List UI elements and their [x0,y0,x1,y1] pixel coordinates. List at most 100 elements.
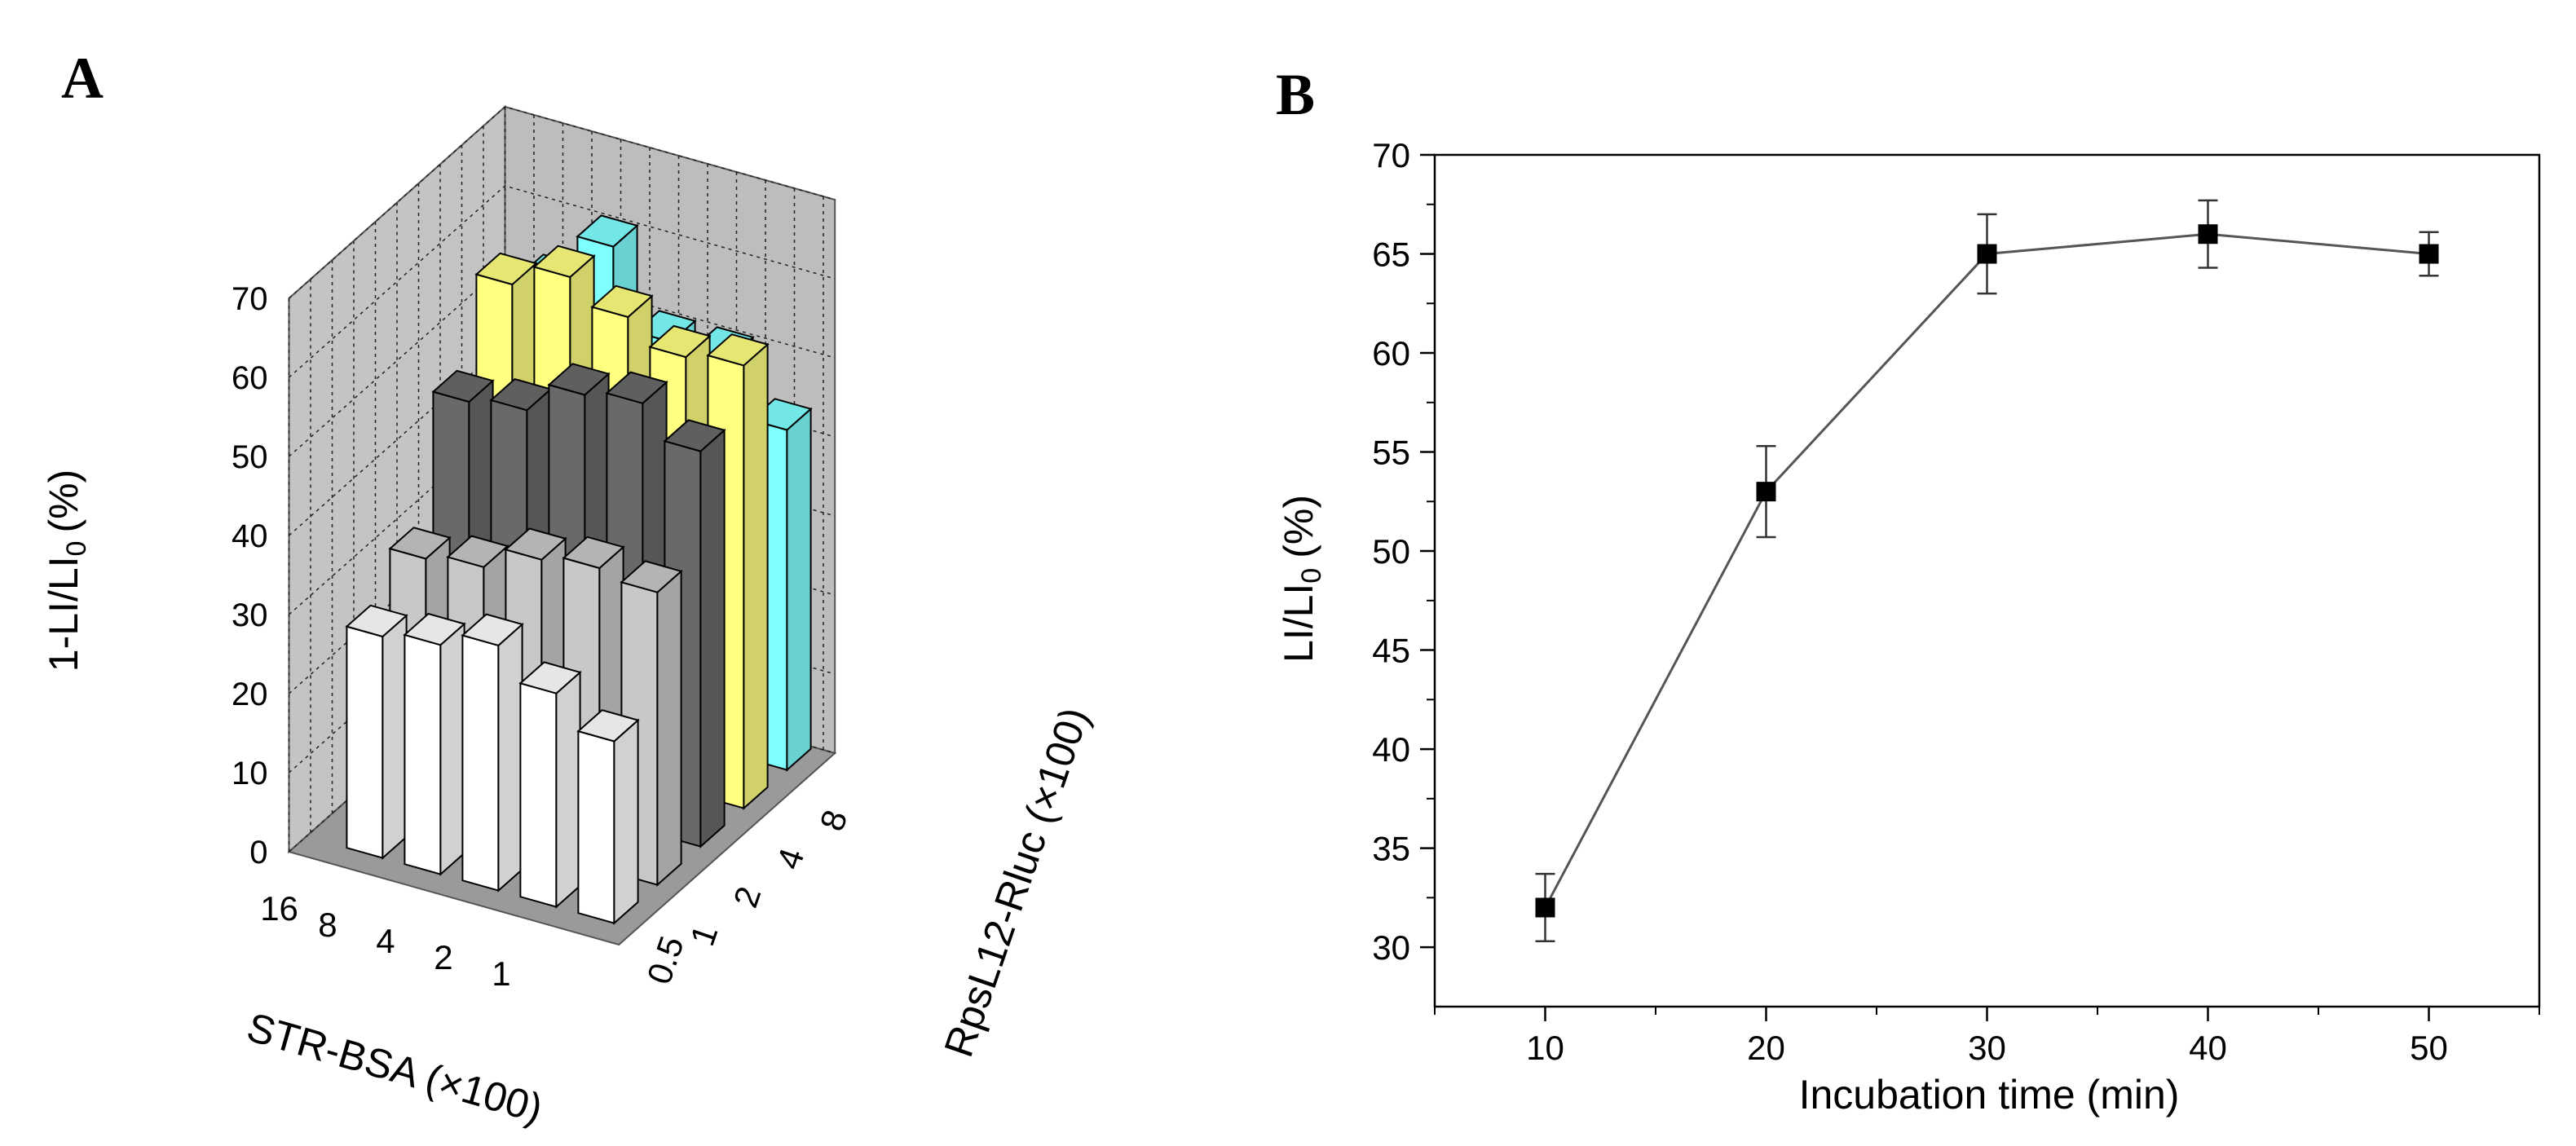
chart-b-y-axis-title-main: LI/LI [1276,584,1321,663]
chart-b-y-axis-title: LI/LI0 (%) [1276,495,1327,663]
chart-a-bar-top [605,371,668,404]
chart-a-bar [403,612,466,876]
chart-b-series-line [1544,232,2429,909]
chart-a-rpsl12-tick: 4 [769,844,811,874]
chart-b-y-tick-label: 45 [1372,632,1410,670]
chart-a-bar-side [613,718,639,925]
chart-a-str-bsa-tick: 1 [492,954,510,993]
chart-b-y-tick-label: 40 [1372,730,1410,769]
chart-b-x-axis-title: Incubation time (min) [1799,1072,2180,1117]
chart-a-bar-side [786,407,812,772]
panel-b-chart: B 30 35 40 45 50 55 60 65 70 10 20 30 40 50 Incubati… [1276,62,2541,1117]
chart-a-bar-top [345,604,408,638]
chart-b-y-tick-label: 55 [1372,434,1410,472]
chart-a-bar-side [555,670,581,909]
chart-a-z-tick-label: 60 [232,360,268,396]
chart-b-y-axis-title-unit: (%) [1276,495,1321,558]
chart-a-str-bsa-tick: 16 [260,889,298,928]
chart-a-z-ticks: 0 10 20 30 40 50 60 70 [232,281,268,871]
chart-a-bars [345,214,813,925]
chart-a-bar [345,604,408,860]
chart-a-z-axis-title-sub: 0 [61,541,92,557]
chart-a-bar-top [576,709,640,743]
chart-a-bar-top [461,613,524,647]
chart-a-bar-side [439,622,465,876]
chart-a-z-axis-title-main: 1-LI/LI [41,556,86,672]
chart-a-bar-top [706,333,770,367]
chart-a-bar-face [577,729,615,924]
chart-a-str-bsa-tick: 8 [318,906,337,944]
chart-a-y-axis-title: RpsL12-Rluc (×100) [935,702,1097,1063]
chart-a-bar-side [743,342,769,810]
chart-a-bar-top [648,324,712,359]
chart-a-bar-top [518,661,582,694]
chart-b-x-tick-label: 50 [2410,1029,2448,1067]
chart-a-bar-top [504,527,567,561]
chart-b-x-tick-label: 10 [1526,1029,1564,1067]
chart-a-bar-top [576,214,639,248]
chart-a-bar [576,709,640,925]
chart-b-y-ticks: 30 35 40 45 50 55 60 65 70 [1372,136,1435,967]
chart-a-bar-top [431,369,495,403]
chart-a-z-tick-label: 20 [232,677,268,712]
chart-b-y-tick-label: 60 [1372,334,1410,372]
chart-a-bar-side [382,613,408,860]
chart-a-bar-top [474,252,538,286]
chart-b-x-tick-label: 20 [1747,1029,1785,1067]
chart-b-point [2419,244,2439,264]
chart-b-y-tick-label: 30 [1372,928,1410,967]
chart-b-point [1756,482,1776,502]
chart-b-x-ticks: 10 20 30 40 50 [1434,1007,2540,1067]
chart-b-point [1977,244,1997,264]
chart-a-x-axis-title: STR-BSA (×100) [242,1004,548,1132]
chart-a-z-tick-label: 10 [232,756,268,791]
chart-a-bar-face [404,633,442,875]
chart-a-str-bsa-tick: 2 [434,938,452,976]
chart-b-y-tick-label: 65 [1372,236,1410,274]
chart-b-y-tick-label: 35 [1372,830,1410,868]
chart-a-z-tick-label: 40 [232,518,268,554]
chart-a-z-axis-title-unit: (%) [41,469,86,533]
chart-a-z-tick-label: 50 [232,439,268,475]
chart-b-x-tick-label: 30 [1968,1029,2006,1067]
chart-a-z-tick-label: 30 [232,597,268,633]
chart-b-point [2198,224,2218,245]
chart-a-bar [518,661,582,909]
panel-a-label: A [61,46,104,111]
chart-b-error-bars [1535,199,2439,943]
chart-a-z-tick-label: 70 [232,281,268,317]
chart-a-rpsl12-tick: 0.5 [639,932,690,990]
chart-a-bar-top [388,527,452,560]
chart-a-bar-face [346,625,384,859]
chart-a-bar-top [446,535,509,568]
panel-b-label: B [1276,62,1315,127]
chart-a-bar-top [547,363,611,396]
chart-a-bar [461,613,524,893]
chart-a-bar-top [532,245,596,279]
chart-a-gridline [289,185,836,378]
chart-b-x-tick-label: 40 [2189,1029,2227,1067]
chart-a-bar-side [497,622,523,893]
chart-b-y-axis-title-sub: 0 [1296,568,1327,584]
chart-a-bar-face [519,681,558,908]
chart-b-points [1535,224,2439,918]
chart-a-str-bsa-ticks: 16 8 4 2 1 [260,889,510,993]
chart-a-bar-side [699,428,726,848]
chart-a-rpsl12-tick: 2 [726,882,768,912]
chart-a-bar-side [656,569,682,887]
chart-a-z-tick-label: 0 [249,835,267,871]
chart-a-bar-top [620,560,683,593]
chart-a-bar-top [590,284,654,319]
chart-a-z-axis-title: 1-LI/LI0 (%) [41,469,92,672]
chart-a-str-bsa-tick: 4 [376,922,395,960]
chart-a-bar-top [403,612,466,646]
chart-b-y-tick-label: 50 [1372,532,1410,571]
chart-a-rpsl12-tick: 8 [812,805,854,835]
chart-b-y-tick-label: 70 [1372,136,1410,174]
chart-b-point [1535,897,1555,918]
chart-a-bar-face [461,634,500,892]
chart-a-bar-top [562,536,625,570]
chart-a-bar-top [663,419,726,452]
